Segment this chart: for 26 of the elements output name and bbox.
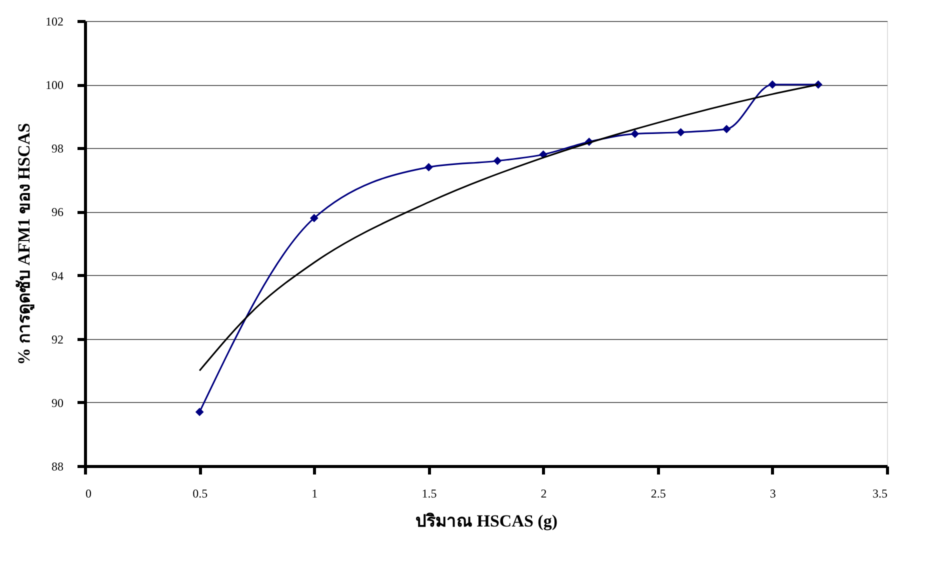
point [493,156,502,166]
point [424,163,433,172]
y-tick-label: 100 [46,78,64,92]
x-tick-label: 2.5 [650,486,666,500]
x-axis-title: ปริมาณ HSCAS (g) [415,512,558,530]
y-tick-label: 88 [52,460,64,474]
y-tick-label: 98 [52,142,64,156]
y-axis-title: % การดูดซับ AFM1 ของ HSCAS [14,123,36,365]
point [676,128,685,136]
point [630,130,640,138]
point [310,214,318,222]
y-tick-label: 90 [52,396,64,410]
point [195,408,204,416]
x-tick-label: 0.5 [192,486,208,500]
x-tick-label: 1 [312,486,318,500]
y-tick-label: 96 [52,205,64,220]
x-tick-label: 2 [540,486,547,500]
y-tick-label: 94 [52,268,64,283]
x-tick-label: 1.5 [422,486,437,500]
x-tick-label: 3.5 [872,486,888,500]
x-tick-label: 0 [86,486,92,500]
y-tick-label: 102 [46,14,64,28]
point [722,124,731,134]
point [768,80,777,89]
y-tick-label: 92 [52,332,64,346]
x-tick-label: 3 [770,486,776,500]
